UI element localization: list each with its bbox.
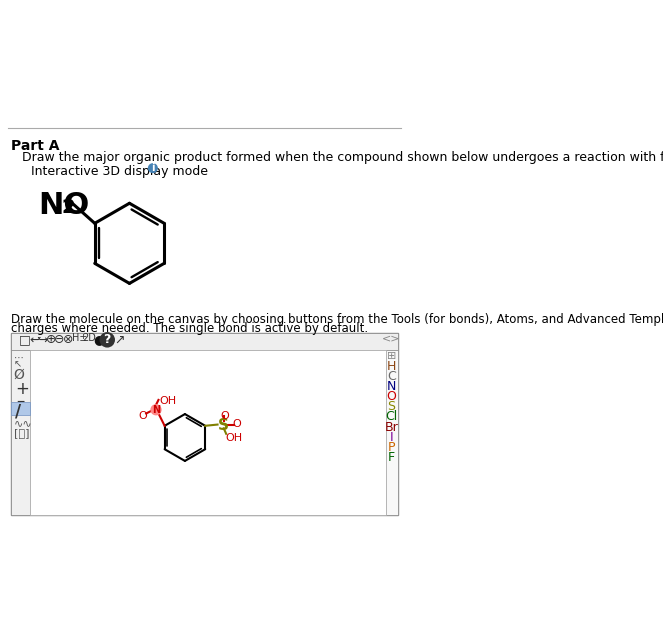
Text: H: H: [387, 360, 396, 373]
Text: Draw the molecule on the canvas by choosing buttons from the Tools (for bonds), : Draw the molecule on the canvas by choos…: [11, 313, 663, 326]
Text: <>: <>: [382, 333, 400, 343]
Text: ↗: ↗: [114, 333, 125, 346]
Text: OH: OH: [225, 433, 242, 443]
Text: Draw the major organic product formed when the compound shown below undergoes a : Draw the major organic product formed wh…: [22, 151, 663, 164]
Bar: [11, 333, 398, 350]
Text: Cl: Cl: [385, 410, 398, 423]
Text: NO: NO: [38, 191, 90, 220]
Text: C: C: [387, 370, 396, 383]
Bar: [386, 350, 398, 514]
Text: ⊕: ⊕: [46, 333, 56, 346]
Text: ∿∿: ∿∿: [13, 418, 32, 428]
Bar: [11, 402, 30, 415]
Text: S: S: [387, 400, 395, 413]
Text: ⋯: ⋯: [13, 352, 23, 363]
Text: N: N: [152, 404, 160, 415]
Text: 2D: 2D: [82, 333, 96, 343]
Text: charges where needed. The single bond is active by default.: charges where needed. The single bond is…: [11, 322, 368, 334]
Text: □: □: [19, 333, 30, 346]
Text: Interactive 3D display mode: Interactive 3D display mode: [30, 165, 208, 178]
Text: ↖: ↖: [13, 360, 22, 369]
Text: ↪: ↪: [37, 333, 48, 346]
Circle shape: [151, 405, 161, 415]
Text: I: I: [390, 431, 393, 444]
Text: S: S: [218, 419, 229, 433]
Circle shape: [149, 164, 157, 173]
Text: OH: OH: [159, 396, 176, 406]
Text: O: O: [221, 411, 229, 421]
Text: Ø: Ø: [13, 368, 25, 382]
Text: Part A: Part A: [11, 139, 60, 153]
Text: ?: ?: [103, 333, 111, 346]
Text: /: /: [15, 403, 21, 421]
Bar: [30, 350, 386, 514]
Text: P: P: [388, 441, 395, 454]
Text: ⊗: ⊗: [63, 333, 74, 346]
Text: ●: ●: [93, 333, 105, 346]
Text: Br: Br: [385, 421, 398, 434]
Text: O: O: [232, 419, 241, 429]
Text: F: F: [388, 451, 395, 464]
Text: H±: H±: [72, 333, 87, 343]
Text: N: N: [387, 380, 396, 393]
Text: ⊖: ⊖: [54, 333, 65, 346]
Text: i: i: [151, 163, 154, 173]
Bar: [11, 333, 398, 514]
Bar: [11, 350, 30, 514]
Text: O: O: [139, 411, 147, 421]
Text: +: +: [15, 379, 29, 397]
Text: O: O: [387, 390, 396, 403]
Text: [⦿]: [⦿]: [13, 428, 29, 438]
Text: ↩: ↩: [29, 333, 40, 346]
Text: 2: 2: [62, 198, 76, 218]
Text: –: –: [16, 392, 25, 410]
Text: ⊞: ⊞: [387, 351, 396, 361]
